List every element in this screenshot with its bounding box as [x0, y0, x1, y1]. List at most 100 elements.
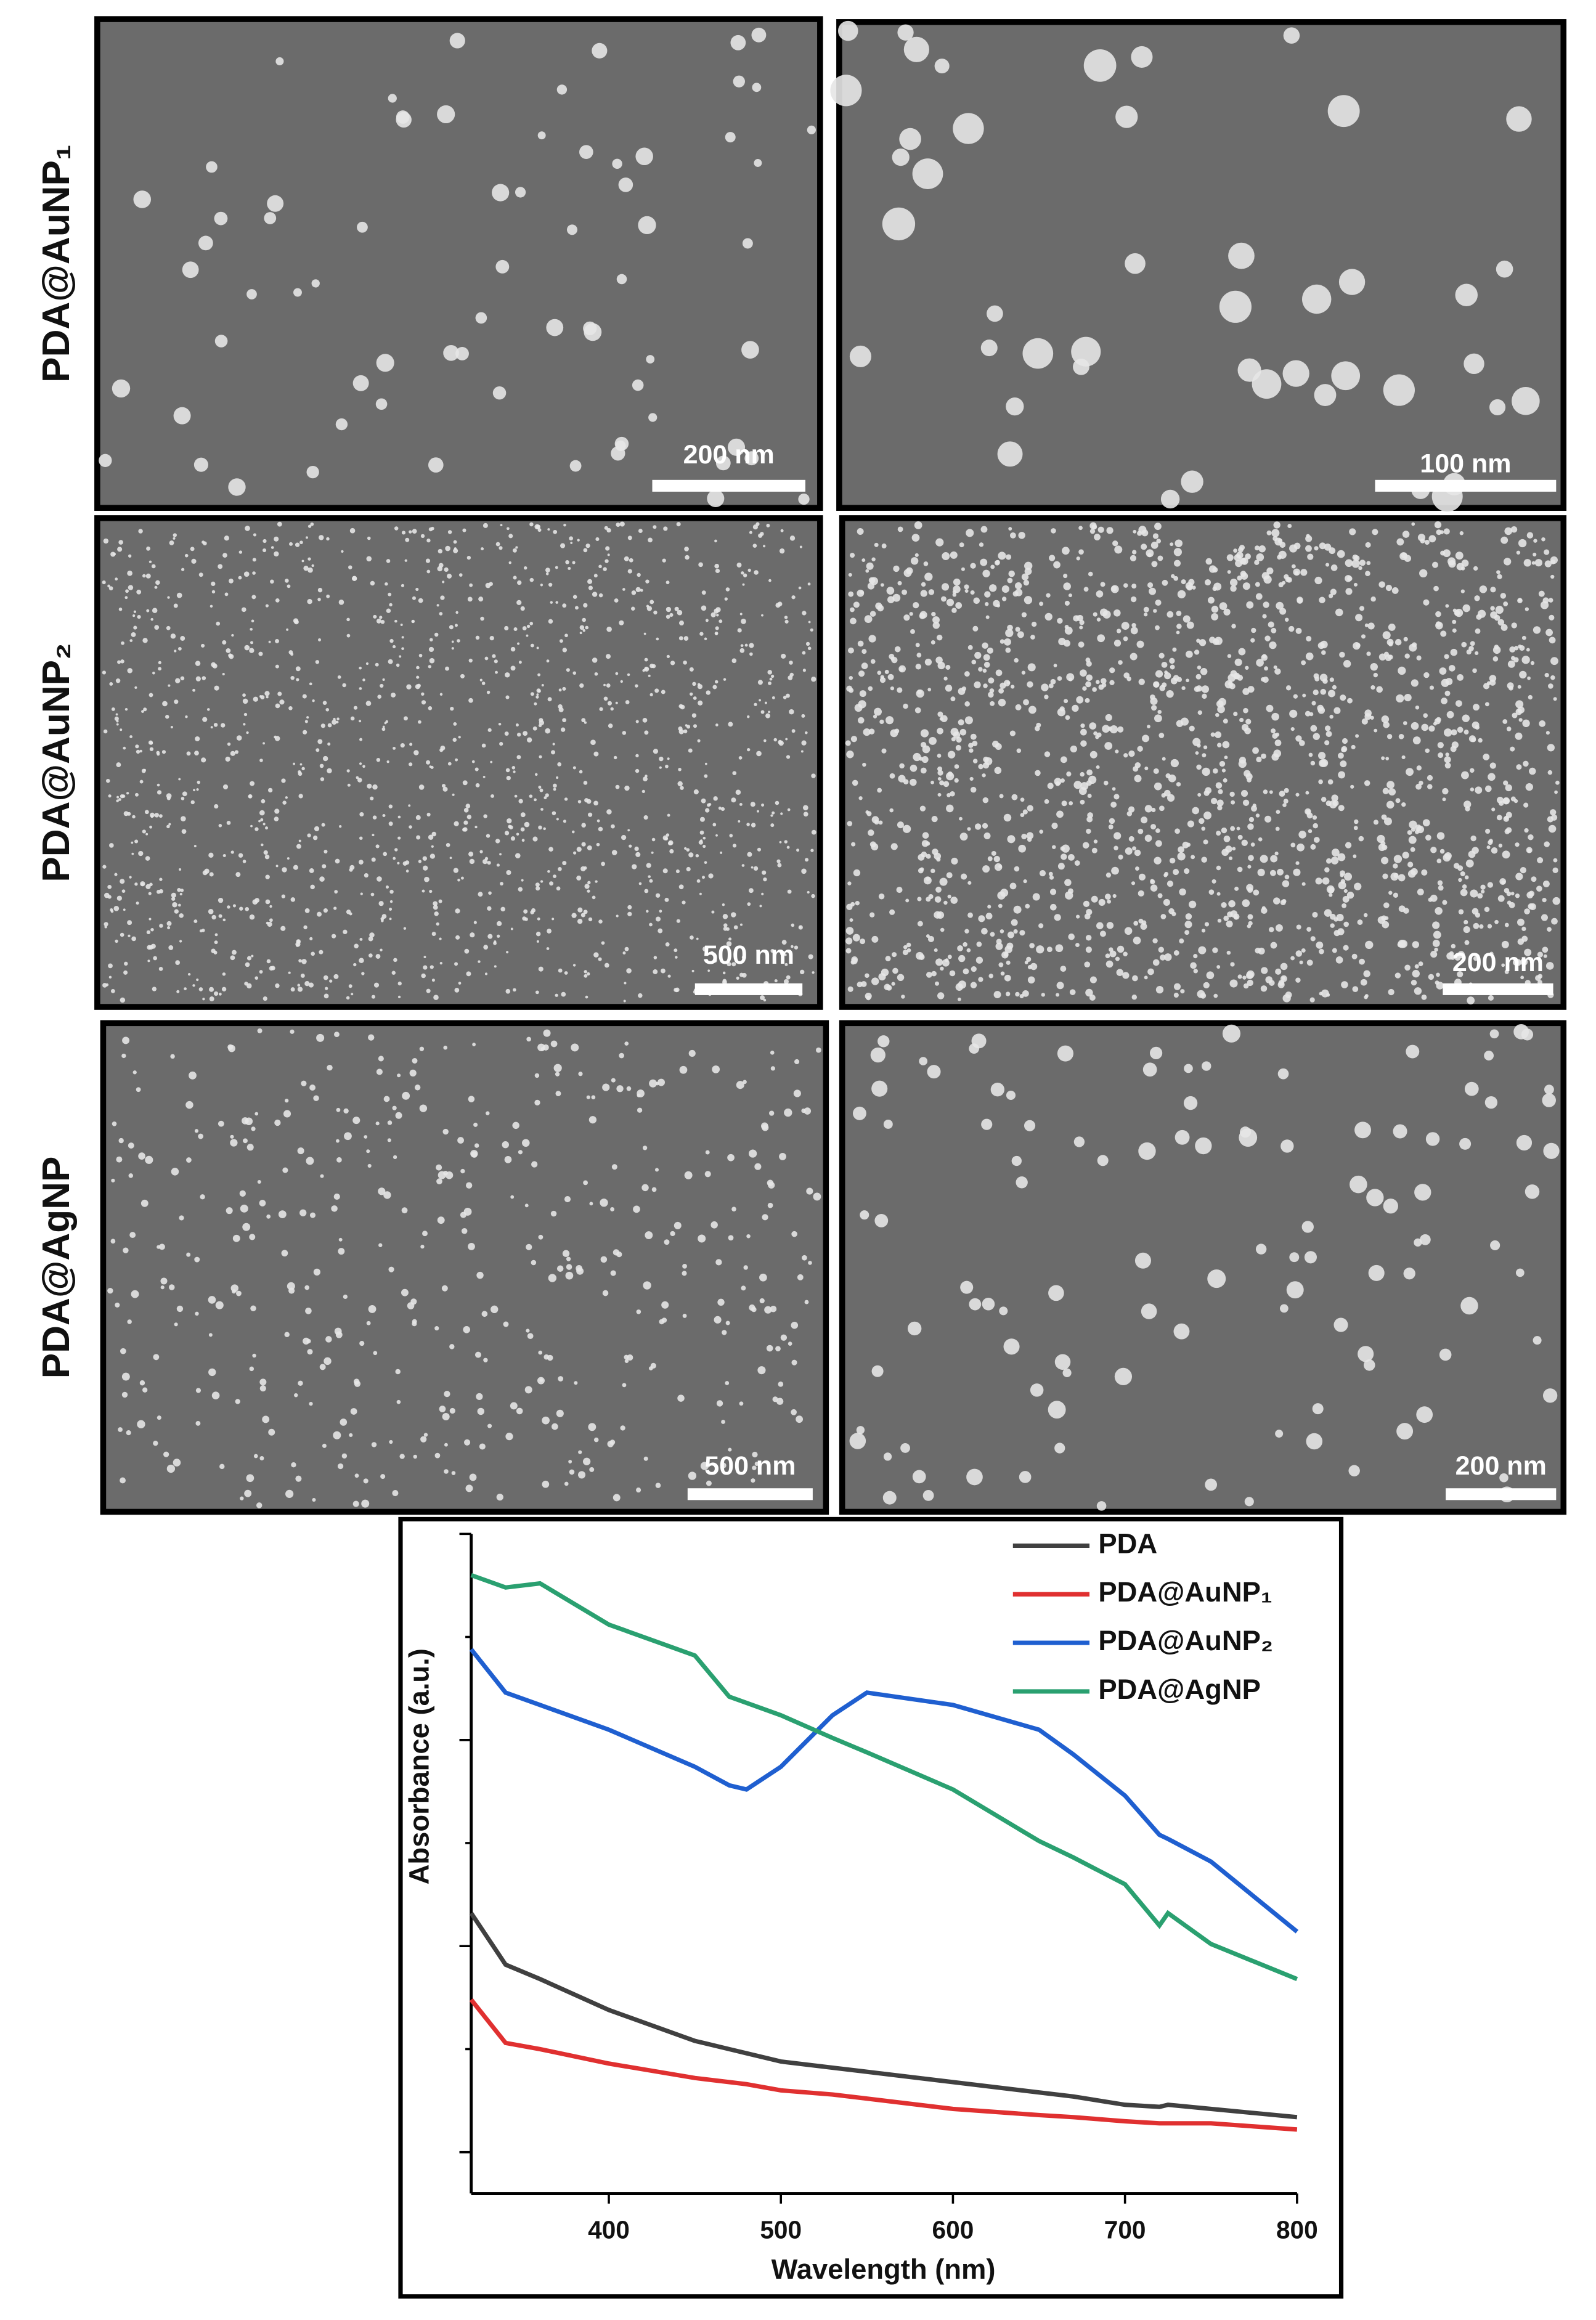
particle: [1246, 971, 1254, 979]
particle: [352, 1500, 359, 1507]
particle: [482, 523, 488, 528]
particle: [959, 542, 964, 548]
particle: [978, 667, 983, 672]
particle: [1027, 964, 1032, 970]
particle: [584, 323, 602, 341]
particle: [304, 1285, 310, 1290]
particle: [1455, 552, 1464, 560]
particle: [1446, 710, 1454, 718]
particle: [1024, 1120, 1036, 1131]
particle: [206, 161, 218, 173]
particle: [1048, 871, 1053, 876]
particle: [741, 341, 759, 359]
particle: [1382, 873, 1388, 879]
particle: [222, 784, 229, 790]
particle: [1525, 1184, 1540, 1199]
particle: [1435, 907, 1443, 915]
particle: [539, 788, 544, 792]
particle: [741, 864, 745, 867]
particle: [861, 558, 866, 563]
particle: [1109, 950, 1117, 958]
particle: [693, 789, 699, 795]
particle: [482, 859, 488, 865]
particle: [1185, 913, 1192, 920]
particle: [1526, 532, 1534, 539]
particle: [1416, 1406, 1433, 1423]
particle: [937, 776, 942, 781]
particle: [1427, 775, 1433, 781]
particle: [1423, 672, 1430, 678]
particle: [749, 531, 752, 534]
particle: [1196, 638, 1200, 643]
particle: [767, 1202, 773, 1208]
particle: [1534, 559, 1542, 567]
particle: [557, 762, 562, 767]
particle: [194, 1256, 200, 1263]
particle: [508, 561, 511, 564]
particle: [484, 972, 488, 975]
particle: [1211, 613, 1219, 621]
particle: [521, 879, 524, 882]
particle: [920, 729, 929, 738]
particle: [1372, 529, 1378, 535]
particle: [527, 1333, 534, 1340]
particle: [1228, 900, 1236, 908]
particle: [1178, 846, 1184, 853]
particle: [1075, 943, 1080, 947]
particle: [226, 821, 231, 825]
particle: [593, 1437, 599, 1443]
particle: [1401, 802, 1406, 807]
particle: [395, 1369, 401, 1375]
particle: [1093, 839, 1098, 844]
particle: [1492, 656, 1499, 662]
particle: [240, 1204, 248, 1213]
particle: [388, 94, 397, 103]
particle: [1013, 929, 1018, 934]
particle: [464, 1439, 471, 1446]
particle: [903, 779, 909, 784]
particle: [1474, 595, 1480, 601]
particle: [118, 1427, 123, 1432]
particle: [526, 1243, 532, 1250]
particle: [428, 665, 431, 669]
particle: [589, 1467, 595, 1472]
particle: [151, 564, 156, 569]
particle: [434, 1326, 439, 1331]
particle: [1275, 826, 1280, 831]
particle: [380, 683, 384, 688]
particle: [1114, 845, 1118, 850]
particle: [1414, 987, 1422, 995]
particle: [538, 966, 544, 972]
particle: [966, 529, 974, 537]
particle: [341, 550, 344, 553]
particle: [700, 1462, 709, 1470]
particle: [458, 982, 462, 985]
particle: [714, 680, 719, 684]
particle: [1455, 283, 1478, 307]
particle: [900, 1443, 910, 1453]
particle: [701, 605, 707, 611]
particle: [1552, 867, 1558, 874]
particle: [981, 927, 988, 935]
particle: [993, 855, 1000, 863]
particle: [1302, 693, 1306, 698]
particle: [1329, 677, 1334, 682]
particle: [442, 1128, 449, 1135]
particle: [492, 386, 507, 400]
particle: [978, 763, 983, 770]
particle: [133, 610, 137, 613]
particle: [928, 893, 934, 900]
particle: [624, 946, 629, 951]
particle: [127, 920, 132, 926]
particle: [666, 580, 670, 585]
particle: [214, 211, 228, 226]
particle: [774, 979, 778, 983]
particle: [218, 1120, 224, 1127]
particle: [523, 909, 528, 914]
particle: [1515, 842, 1520, 847]
particle: [937, 911, 945, 919]
particle: [1061, 844, 1070, 853]
particle: [184, 987, 187, 990]
particle: [460, 876, 464, 880]
particle: [741, 972, 747, 978]
